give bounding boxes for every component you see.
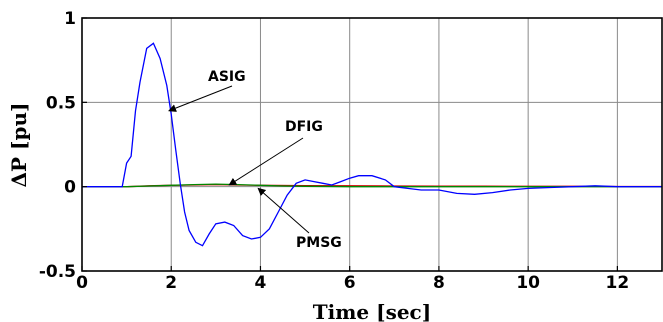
x-tick-label: 10: [516, 273, 540, 293]
annotation-label-pmsg: PMSG: [296, 235, 342, 251]
x-tick-label: 12: [606, 273, 630, 293]
plot-frame: [81, 17, 663, 272]
annotation-arrow-asig: [168, 85, 233, 112]
y-tick-label: 0.5: [46, 93, 76, 113]
x-tick-label: 0: [76, 273, 88, 293]
grid: [82, 18, 662, 271]
annotation-arrow-pmsg: [257, 187, 310, 234]
annotation-arrow-dfig: [228, 137, 304, 186]
series-lines: [82, 42, 662, 247]
annotation-label-dfig: DFIG: [285, 119, 323, 135]
x-tick-label: 6: [344, 273, 356, 293]
x-axis-title: Time [sec]: [313, 300, 431, 322]
y-tick-label: 0: [64, 178, 76, 198]
ticks: [81, 17, 618, 272]
annotations: ASIG DFIG PMSG: [168, 69, 342, 251]
y-axis-title: ΔP [pu]: [7, 103, 31, 188]
annotation-label-asig: ASIG: [208, 69, 246, 85]
x-tick-label: 4: [255, 273, 267, 293]
x-tick-label: 2: [165, 273, 177, 293]
series-line-pmsg: [82, 183, 662, 188]
y-tick-label: -0.5: [39, 262, 76, 282]
y-tick-label: 1: [64, 9, 76, 29]
tick-labels: 0 2 4 6 8 10 12-0.500.51: [39, 9, 629, 293]
x-tick-label: 8: [433, 273, 445, 293]
series-line-asig: [82, 42, 662, 247]
